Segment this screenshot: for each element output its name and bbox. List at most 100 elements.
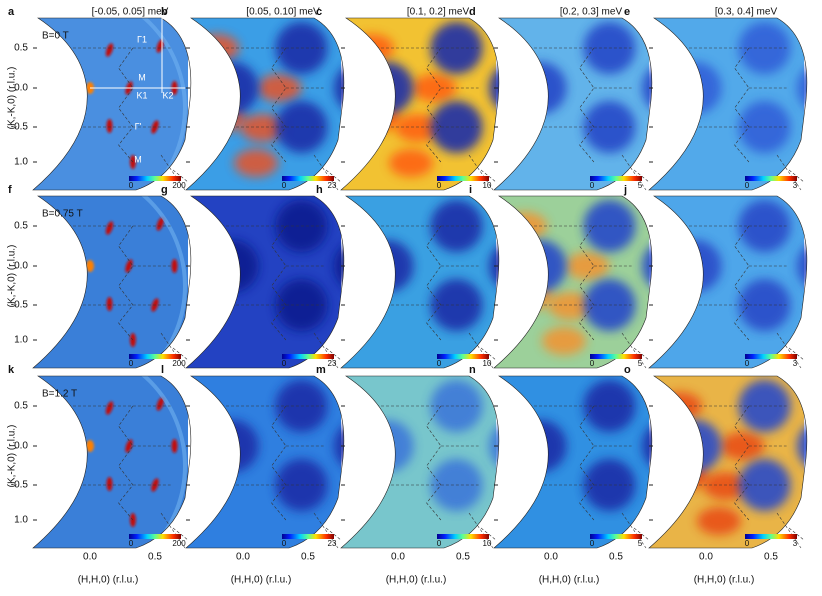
intensity-map (33, 376, 188, 548)
point-label: K1 (136, 90, 147, 100)
panel-letter: d (469, 6, 476, 18)
colorbar-min: 0 (282, 181, 287, 190)
map-outline (648, 195, 808, 369)
intensity-map (186, 18, 344, 190)
intensity-patch (548, 292, 593, 320)
panel: 0 23 l (161, 364, 345, 549)
energy-range: [0.05, 0.10] meV (246, 7, 320, 18)
intensity-hole (206, 420, 259, 472)
bragg-spot (105, 221, 114, 235)
panel-letter: e (624, 6, 630, 18)
colorbar-max: 3 (793, 359, 798, 368)
colorbar-min: 0 (590, 359, 595, 368)
bragg-spot (171, 259, 178, 273)
panel-letter: o (624, 364, 631, 376)
bragg-spot (105, 401, 114, 415)
map-outline (493, 17, 653, 191)
energy-range: [0.1, 0.2] meV (407, 7, 470, 18)
intensity-patch (234, 149, 278, 177)
colorbar (590, 354, 642, 359)
panel-letter: b (161, 6, 168, 18)
intensity-patch (257, 74, 302, 102)
intensity-patch (720, 432, 765, 460)
colorbar-max: 23 (328, 181, 337, 190)
intensity-map (494, 18, 652, 190)
intensity-hole (514, 62, 567, 114)
map-outline (32, 375, 192, 549)
panel-letter: j (623, 184, 627, 196)
colorbar-min: 0 (129, 539, 134, 548)
powder-ring (33, 18, 187, 190)
panel: 0 23 b (161, 6, 345, 191)
frame-corner (468, 332, 497, 369)
frame-corner (621, 154, 650, 191)
x-axis-label: (H,H,0) (r.l.u.) (231, 575, 292, 586)
y-tick-label: 0.0 (14, 441, 28, 452)
bragg-spot (86, 260, 94, 272)
intensity-patch (542, 327, 586, 355)
intensity-hole (361, 420, 414, 472)
panel-letter: h (316, 184, 323, 196)
intensity-hole (669, 420, 722, 472)
intensity-patch (412, 74, 457, 102)
colorbar-min: 0 (129, 359, 134, 368)
colorbar (282, 176, 334, 181)
point-label: M (134, 154, 142, 164)
intensity-patch (395, 114, 440, 142)
colorbar-min: 0 (590, 181, 595, 190)
panel-letter: c (316, 6, 322, 18)
colorbar (437, 534, 489, 539)
frame-corner (621, 512, 650, 549)
colorbar-min: 0 (282, 359, 287, 368)
point-label: Γ1 (137, 34, 147, 44)
intensity-hole (361, 240, 414, 292)
colorbar (590, 176, 642, 181)
panel-letter: f (8, 184, 12, 196)
x-tick-label: 0.0 (544, 552, 558, 563)
powder-ring (33, 376, 187, 548)
panel: 0 23 g (161, 184, 345, 369)
intensity-patch (664, 462, 709, 490)
intensity-patch (509, 282, 554, 310)
x-tick-label: 0.0 (699, 552, 713, 563)
colorbar (437, 176, 489, 181)
point-label: Γ' (135, 121, 142, 131)
field-label: B=0.75 T (42, 209, 83, 220)
colorbar-min: 0 (437, 181, 442, 190)
intensity-patch (703, 472, 748, 500)
intensity-hole (361, 62, 414, 114)
panel-letter: n (469, 364, 476, 376)
colorbar (282, 354, 334, 359)
panel: 0 3 e (624, 6, 808, 191)
panel-letter: a (8, 6, 15, 18)
x-tick-label: 0.5 (148, 552, 162, 563)
colorbar-max: 23 (328, 539, 337, 548)
y-tick-label: 0.0 (14, 83, 28, 94)
colorbar-max: 5 (638, 539, 643, 548)
map-outline (493, 375, 653, 549)
frame-corner (621, 332, 650, 369)
y-tick-label: -0.5 (11, 480, 29, 491)
intensity-map (341, 18, 499, 190)
y-tick-label: 1.0 (14, 515, 28, 526)
panel-letter: i (469, 184, 472, 196)
frame-corner (160, 154, 189, 191)
y-tick-label: 0.5 (14, 401, 28, 412)
colorbar-max: 5 (638, 359, 643, 368)
point-label: K2 (162, 90, 173, 100)
intensity-map (341, 196, 499, 368)
bragg-spot (106, 477, 113, 491)
frame-corner (468, 512, 497, 549)
colorbar-min: 0 (745, 359, 750, 368)
field-label: B=0 T (42, 31, 69, 42)
colorbar-min: 0 (437, 539, 442, 548)
panel-letter: g (161, 184, 168, 196)
colorbar (437, 354, 489, 359)
bragg-spot (171, 439, 178, 453)
bragg-spot (156, 397, 164, 411)
x-tick-label: 0.5 (609, 552, 623, 563)
map-outline (648, 375, 808, 549)
colorbar-min: 0 (437, 359, 442, 368)
intensity-patch (565, 252, 610, 280)
frame-corner (776, 154, 805, 191)
